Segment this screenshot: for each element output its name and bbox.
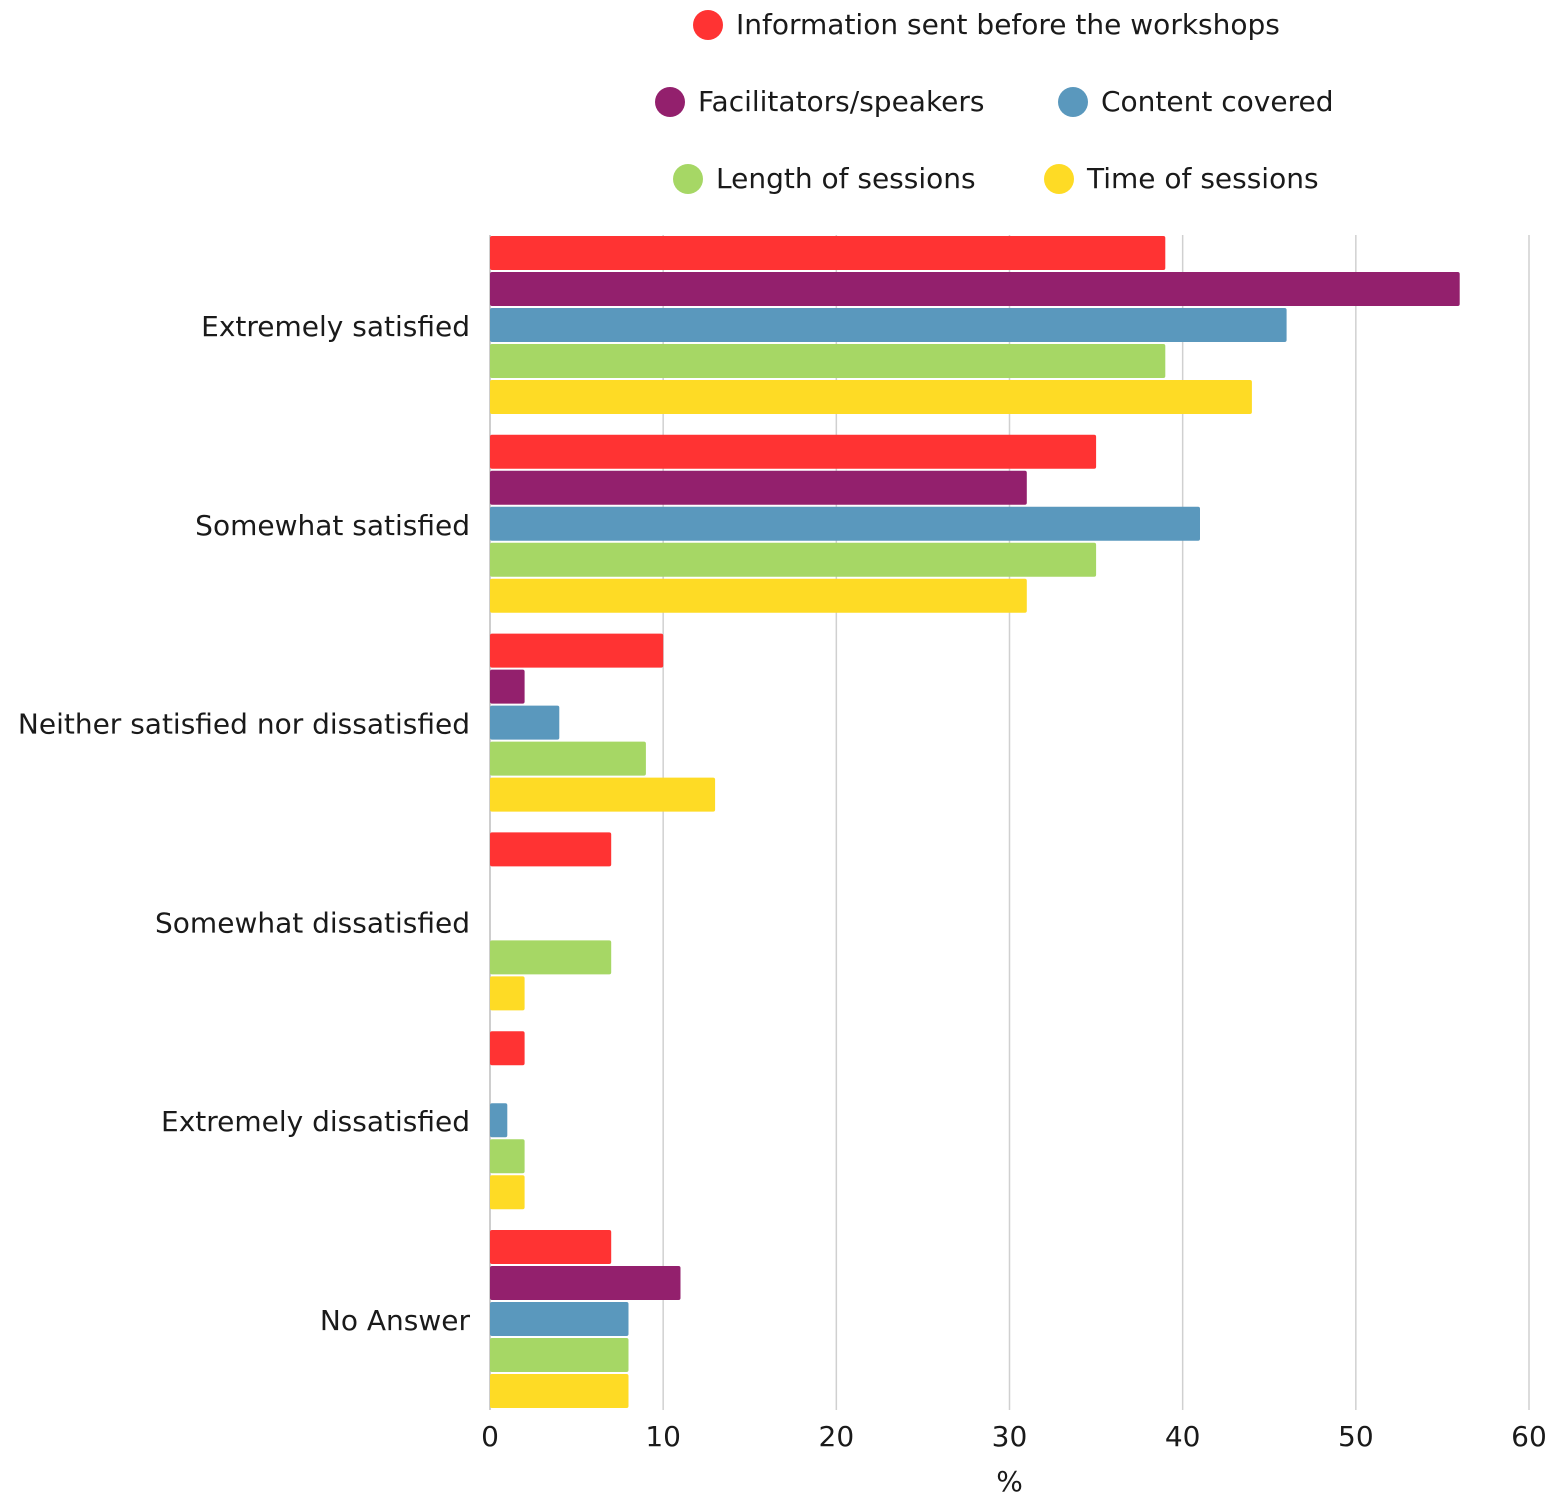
bar: [490, 1175, 525, 1210]
bars: [490, 236, 1460, 1408]
legend-swatch: [673, 164, 703, 194]
x-tick-label: 40: [1165, 1420, 1201, 1453]
legend-swatch: [693, 10, 723, 40]
category-labels: Extremely satisfied Somewhat satisfied Nei…: [18, 310, 471, 1337]
x-tick-label: 20: [819, 1420, 855, 1453]
bar: [490, 741, 646, 776]
legend-item-length: Length of sessions: [673, 162, 976, 196]
x-tick-label: 60: [1511, 1420, 1547, 1453]
category-label: Extremely dissatisfied: [161, 1105, 470, 1138]
category-label: Somewhat dissatisfied: [155, 906, 470, 939]
category-label: Somewhat satisfied: [195, 509, 470, 542]
x-tick-label: 30: [992, 1420, 1028, 1453]
legend-label: Facilitators/speakers: [698, 85, 985, 118]
x-tick-label: 50: [1338, 1420, 1374, 1453]
bar: [490, 1139, 525, 1174]
bar: [490, 236, 1166, 270]
x-tick-labels: 0 10 20 30 40 50 60: [481, 1420, 1547, 1453]
legend-item-time: Time of sessions: [1044, 162, 1319, 196]
bar: [490, 1266, 681, 1300]
legend-label: Length of sessions: [716, 162, 976, 195]
legend-label: Information sent before the workshops: [736, 8, 1280, 41]
bar: [490, 380, 1252, 414]
x-tick-label: 0: [481, 1420, 499, 1453]
bar: [490, 1302, 629, 1336]
bar: [490, 633, 664, 668]
legend-swatch: [655, 87, 685, 117]
bar: [490, 344, 1166, 378]
gridlines: [489, 235, 1530, 1410]
bar: [490, 542, 1097, 577]
bar: [490, 578, 1027, 613]
bar: [490, 272, 1460, 306]
bar: [490, 506, 1200, 541]
legend-label: Time of sessions: [1087, 162, 1319, 195]
bar: [490, 434, 1097, 469]
bar: [490, 1103, 508, 1138]
bar: [490, 470, 1027, 505]
category-label: Extremely satisfied: [201, 310, 470, 343]
legend-swatch: [1044, 164, 1074, 194]
legend-item-information: Information sent before the workshops: [693, 8, 1280, 42]
bar: [490, 308, 1287, 342]
bar: [490, 940, 612, 975]
bar: [490, 976, 525, 1011]
bar: [490, 705, 560, 740]
x-tick-label: 10: [645, 1420, 681, 1453]
legend-label: Content covered: [1101, 85, 1334, 118]
bar: [490, 1338, 629, 1372]
bar: [490, 1230, 612, 1264]
legend-swatch: [1058, 87, 1088, 117]
bar: [490, 832, 612, 867]
bar: [490, 669, 525, 704]
legend-item-facilitators: Facilitators/speakers: [655, 85, 985, 119]
bar: [490, 777, 716, 812]
bar: [490, 1374, 629, 1408]
x-axis-title: %: [996, 1465, 1023, 1497]
category-label: Neither satisfied nor dissatisfied: [18, 708, 470, 741]
bar: [490, 1031, 525, 1066]
legend-item-content: Content covered: [1058, 85, 1333, 119]
category-label: No Answer: [320, 1304, 471, 1337]
